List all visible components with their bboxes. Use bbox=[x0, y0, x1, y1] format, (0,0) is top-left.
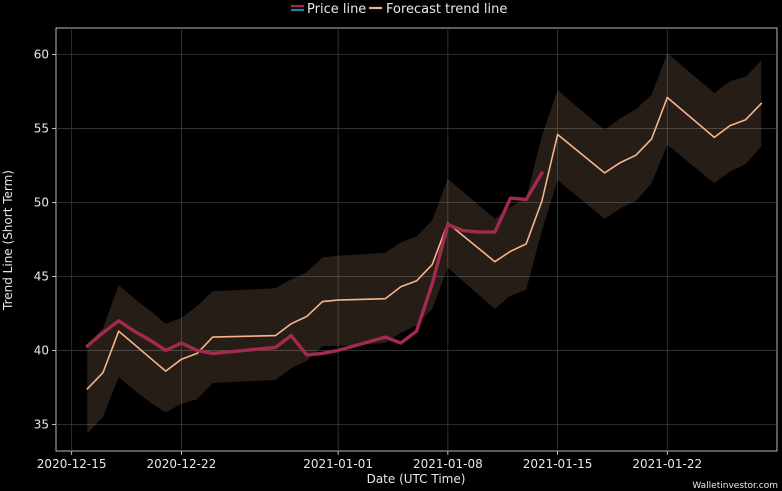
confidence-band bbox=[87, 53, 762, 434]
price-line bbox=[85, 171, 544, 357]
y-tick-label: 40 bbox=[34, 343, 49, 357]
legend-forecast-label: Forecast trend line bbox=[386, 2, 507, 17]
y-tick-label: 60 bbox=[34, 48, 49, 62]
legend-price-label: Price line bbox=[307, 2, 366, 17]
legend: Price line Forecast trend line bbox=[291, 2, 507, 17]
x-tick-label: 2020-12-15 bbox=[37, 457, 107, 471]
watermark: Walletinvestor.com bbox=[692, 481, 778, 491]
x-axis-ticks: 2020-12-15 2020-12-22 2021-01-01 2021-01-08… bbox=[37, 451, 702, 471]
y-tick-label: 50 bbox=[34, 196, 49, 210]
x-tick-label: 2021-01-15 bbox=[523, 457, 593, 471]
y-tick-label: 35 bbox=[34, 417, 49, 431]
x-tick-label: 2021-01-08 bbox=[413, 457, 483, 471]
y-tick-label: 45 bbox=[34, 269, 49, 283]
y-axis-label: Trend Line (Short Term) bbox=[1, 170, 15, 311]
grid-lines bbox=[56, 28, 777, 451]
forecast-trend-line bbox=[86, 96, 763, 390]
y-tick-label: 55 bbox=[34, 122, 49, 136]
x-tick-label: 2021-01-22 bbox=[632, 457, 702, 471]
x-tick-label: 2021-01-01 bbox=[303, 457, 373, 471]
series-lines bbox=[85, 96, 763, 390]
x-axis-label: Date (UTC Time) bbox=[367, 472, 466, 486]
plot-area bbox=[55, 27, 778, 452]
x-tick-label: 2020-12-22 bbox=[147, 457, 217, 471]
y-axis-ticks: 35 40 45 50 55 60 bbox=[34, 48, 56, 431]
confidence-band-area bbox=[87, 53, 762, 434]
